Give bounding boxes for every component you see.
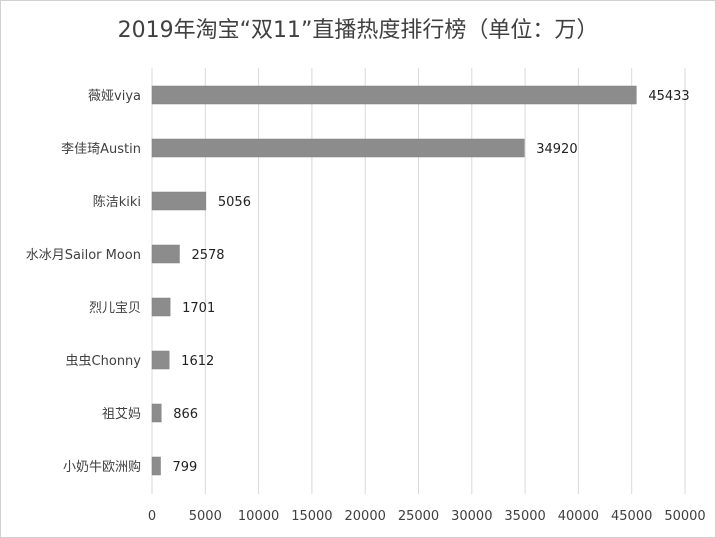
category-label: 小奶牛欧洲购: [63, 459, 141, 475]
category-label: 虫虫Chonny: [66, 354, 142, 369]
x-tick-label: 35000: [504, 509, 545, 524]
x-tick-label: 50000: [664, 509, 705, 524]
category-label: 李佳琦Austin: [61, 142, 141, 157]
chart-title: 2019年淘宝“双11”直播热度排行榜（单位：万）: [117, 18, 599, 43]
bar: [151, 403, 162, 423]
bar: [151, 350, 170, 370]
x-tick-label: 25000: [398, 509, 439, 524]
data-label: 45433: [648, 89, 689, 104]
category-label: 祖艾妈: [102, 407, 141, 422]
x-tick-label: 10000: [238, 509, 279, 524]
bar: [151, 244, 180, 264]
x-axis-ticks: 0 5000 10000 15000 20000 25000 30000 35000 40000…: [148, 509, 706, 524]
x-tick-label: 40000: [558, 509, 599, 524]
bar: [151, 456, 161, 476]
x-tick-label: 5000: [189, 509, 222, 524]
gridlines: [151, 68, 686, 494]
bar: [151, 85, 637, 105]
bar: [151, 297, 171, 317]
bars: [151, 85, 637, 476]
data-labels: 45433 34920 5056 2578 1701 1612 866 799: [173, 89, 690, 475]
category-label: 烈儿宝贝: [89, 301, 141, 316]
bar: [151, 191, 207, 211]
x-tick-label: 30000: [451, 509, 492, 524]
category-label: 薇娅viya: [88, 89, 141, 104]
data-label: 1612: [181, 354, 214, 369]
x-tick-label: 45000: [611, 509, 652, 524]
x-tick-label: 15000: [291, 509, 332, 524]
x-tick-label: 20000: [345, 509, 386, 524]
data-label: 799: [173, 460, 198, 475]
data-label: 1701: [182, 301, 215, 316]
category-labels: 薇娅viya 李佳琦Austin 陈洁kiki 水冰月Sailor Moon 烈儿宝贝虫…: [26, 89, 142, 475]
category-label: 水冰月Sailor Moon: [26, 248, 141, 263]
data-label: 5056: [218, 195, 251, 210]
x-tick-label: 0: [148, 509, 156, 524]
data-label: 34920: [536, 142, 577, 157]
bar: [151, 138, 525, 158]
data-label: 866: [173, 407, 198, 422]
category-label: 陈洁kiki: [93, 194, 141, 210]
data-label: 2578: [191, 248, 224, 263]
